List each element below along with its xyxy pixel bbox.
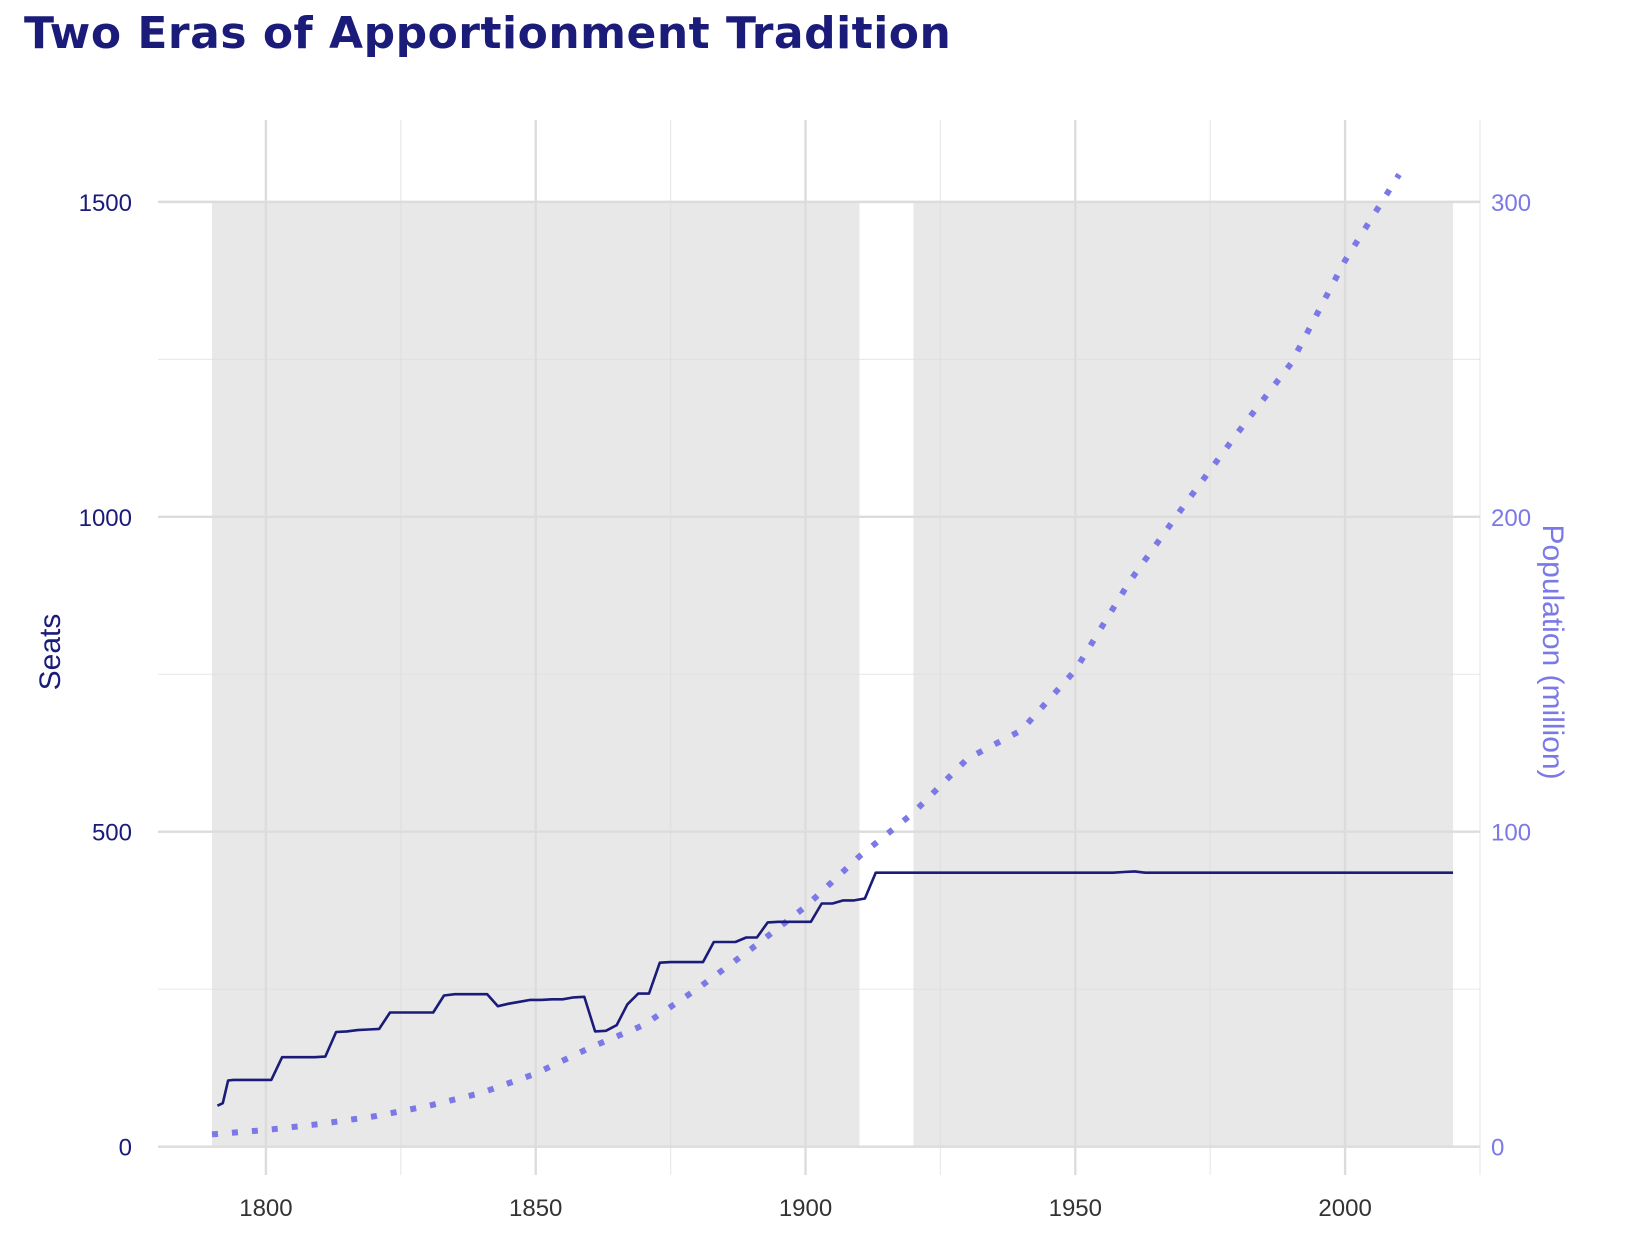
gridlines (158, 120, 1481, 1175)
y-tick-label-right: 200 (1491, 505, 1531, 532)
y-axis-title-right: Population (million) (1536, 524, 1569, 779)
x-tick-label: 1800 (239, 1195, 292, 1222)
y-tick-label-left: 1000 (79, 505, 132, 532)
x-tick-label: 1850 (509, 1195, 562, 1222)
x-tick-label: 1950 (1049, 1195, 1102, 1222)
x-tick-label: 1900 (779, 1195, 832, 1222)
x-tick-label: 2000 (1318, 1195, 1371, 1222)
seats-line (216, 870, 1453, 1107)
y-tick-label-left: 500 (92, 820, 132, 847)
y-tick-label-left: 1500 (79, 190, 132, 217)
y-tick-label-right: 0 (1491, 1135, 1504, 1162)
y-tick-label-right: 300 (1491, 190, 1531, 217)
y-tick-label-left: 0 (119, 1135, 132, 1162)
seats-series (216, 870, 1453, 1107)
chart-title: Two Eras of Apportionment Tradition (24, 8, 952, 59)
tick-labels: 0 500 1000 1500 0 100 200 300 1800 1850 1900 1950 20… (79, 190, 1531, 1222)
y-tick-label-right: 100 (1491, 820, 1531, 847)
y-axis-title-left: Seats (34, 614, 67, 691)
